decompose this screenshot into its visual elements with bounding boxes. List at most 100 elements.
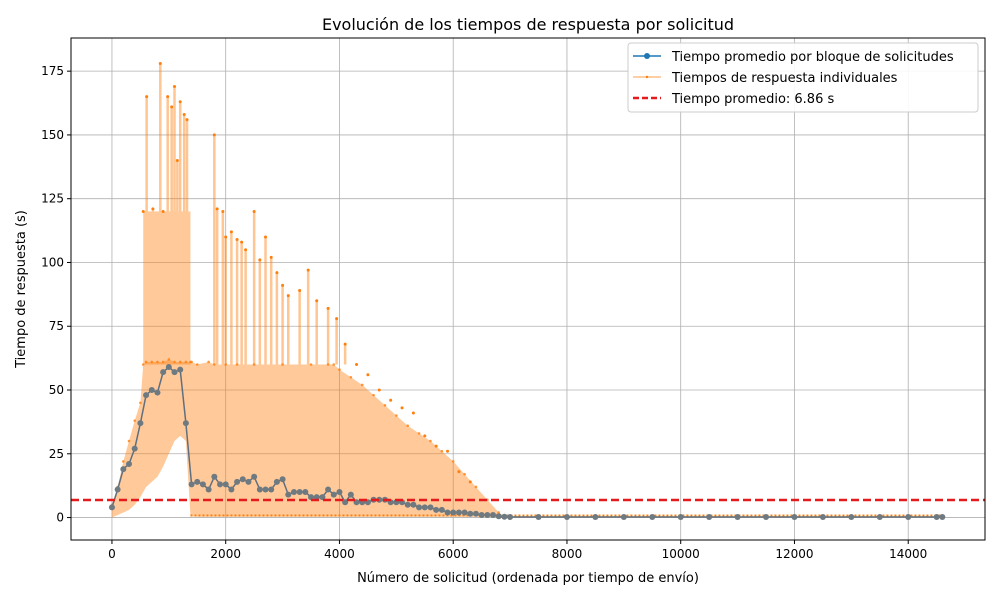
- block-average-point: [239, 476, 246, 483]
- y-tick-label: 50: [49, 383, 64, 397]
- individual-response-point: [474, 485, 478, 489]
- x-tick-label: 14000: [889, 547, 927, 561]
- block-average-point: [677, 514, 684, 521]
- individual-response-spike-point: [158, 62, 162, 66]
- block-average-point: [472, 510, 479, 517]
- individual-response-point: [207, 360, 210, 364]
- block-average-point: [455, 509, 462, 516]
- y-tick-label: 25: [49, 447, 64, 461]
- block-average-point: [933, 514, 940, 521]
- individual-response-spike-point: [269, 255, 273, 259]
- individual-response-point: [332, 363, 336, 366]
- individual-response-spike-point: [434, 444, 438, 448]
- y-tick-label: 100: [41, 255, 64, 269]
- block-average-point: [592, 514, 599, 521]
- block-average-point: [114, 486, 121, 493]
- axis-ticks: 0 2000 4000 6000 8000 10000 12000 14000 0 25 50 75 1…: [41, 64, 927, 561]
- y-tick-label: 0: [56, 511, 64, 525]
- individual-response-point: [150, 360, 154, 364]
- block-average-point: [484, 512, 491, 519]
- individual-response-spike-point: [258, 258, 262, 262]
- individual-response-point: [463, 472, 466, 476]
- block-average-point: [905, 514, 912, 521]
- individual-response-plateau: [143, 211, 191, 365]
- individual-response-spike-point: [286, 294, 290, 298]
- x-tick-label: 10000: [662, 547, 700, 561]
- block-average-point: [501, 513, 508, 520]
- block-average-point: [467, 510, 474, 517]
- individual-response-point: [349, 375, 353, 379]
- block-average-point: [325, 486, 332, 493]
- block-average-point: [461, 509, 468, 516]
- individual-response-point: [235, 363, 239, 366]
- y-tick-label: 150: [41, 128, 64, 142]
- individual-response-point: [326, 363, 330, 366]
- individual-response-point: [213, 363, 216, 366]
- chart-title: Evolución de los tiempos de respuesta po…: [322, 15, 734, 34]
- individual-response-spike-point: [423, 434, 427, 438]
- individual-response-spike-point: [212, 133, 216, 137]
- block-average-point: [290, 489, 297, 496]
- individual-response-point: [497, 511, 501, 514]
- individual-response-spike-point: [224, 235, 228, 239]
- block-average-point: [251, 473, 258, 480]
- individual-response-spike-point: [389, 398, 393, 402]
- block-average-point: [273, 478, 280, 485]
- block-average-point: [649, 514, 656, 521]
- individual-response-point: [190, 360, 193, 364]
- block-average-point: [296, 489, 303, 496]
- individual-response-point: [406, 424, 410, 428]
- block-average-point: [433, 506, 440, 513]
- block-average-point: [347, 491, 354, 498]
- individual-response-spike-point: [166, 95, 170, 99]
- individual-response-spike-point: [173, 84, 177, 88]
- individual-response-point: [139, 401, 142, 405]
- individual-response-spike-point: [306, 268, 310, 272]
- block-average-point: [438, 506, 445, 513]
- individual-response-spike-point: [175, 158, 179, 162]
- block-average-point: [171, 369, 178, 376]
- individual-response-band: [111, 359, 943, 518]
- grid: [71, 38, 985, 540]
- block-average-point: [330, 491, 337, 498]
- individual-response-point: [156, 360, 159, 364]
- block-average-point: [939, 514, 946, 521]
- block-average-point: [222, 481, 229, 488]
- individual-response-spike-point: [215, 207, 219, 211]
- legend-block-average-label: Tiempo promedio por bloque de solicitude…: [671, 50, 954, 65]
- block-average-point: [234, 478, 241, 485]
- x-tick-label: 6000: [438, 547, 469, 561]
- block-average-point: [478, 512, 485, 519]
- individual-response-spike-point: [240, 240, 244, 244]
- individual-response-spike-point: [355, 363, 359, 367]
- individual-response-spike-point: [446, 449, 450, 453]
- block-average-point: [165, 364, 172, 371]
- individual-response-point: [383, 404, 387, 407]
- individual-response-spike-point: [235, 238, 239, 242]
- block-average-point: [245, 478, 252, 485]
- individual-response-spike-point: [145, 95, 149, 99]
- individual-response-spike-point: [170, 105, 174, 109]
- individual-response-spike-point: [141, 209, 145, 213]
- individual-response-spike-point: [315, 299, 319, 303]
- block-average-point: [256, 486, 263, 493]
- individual-response-spike-point: [185, 118, 189, 122]
- axes-frame: [70, 37, 986, 541]
- block-average-point: [421, 504, 428, 511]
- individual-response-spike-point: [298, 289, 302, 293]
- individual-response-point: [161, 360, 165, 364]
- block-average-point: [302, 489, 309, 496]
- individual-response-spike-point: [244, 248, 248, 252]
- x-tick-label: 12000: [775, 547, 813, 561]
- individual-response-point: [360, 383, 364, 387]
- block-average-point: [507, 514, 514, 521]
- individual-response-spike-point: [229, 230, 233, 234]
- plot-area: [71, 62, 985, 521]
- block-average-point: [228, 486, 235, 493]
- individual-response-spike-point: [326, 306, 330, 310]
- individual-response-point: [440, 449, 444, 453]
- block-average-point: [279, 476, 286, 483]
- block-average-point: [188, 481, 195, 488]
- block-average-point: [342, 499, 349, 506]
